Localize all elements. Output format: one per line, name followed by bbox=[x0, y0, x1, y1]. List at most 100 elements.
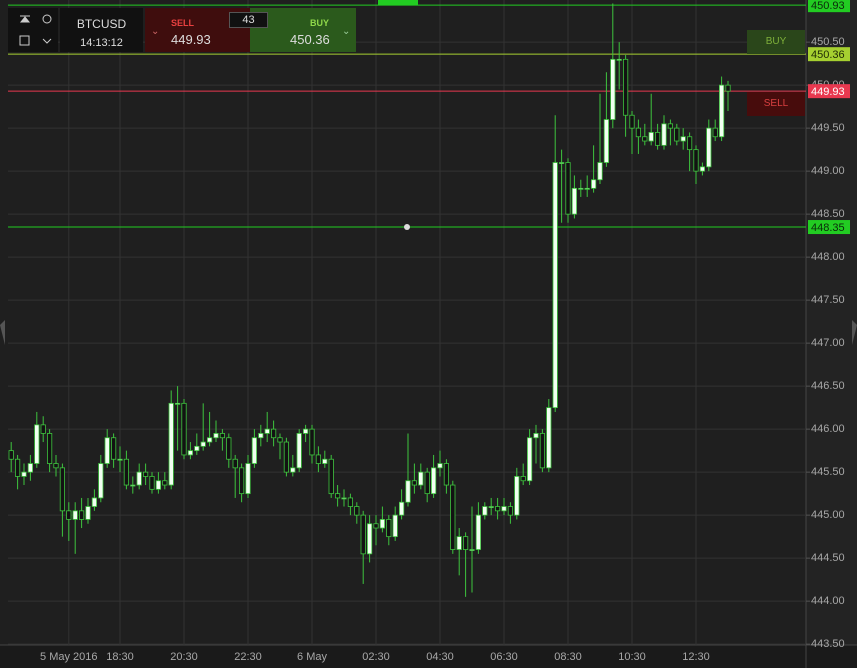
candle-body bbox=[706, 127, 712, 168]
candle-body bbox=[507, 506, 514, 516]
candle-body bbox=[603, 119, 610, 163]
candle-body bbox=[642, 136, 648, 142]
candle-body bbox=[667, 123, 674, 129]
icon-collapse[interactable] bbox=[19, 15, 31, 23]
icons bbox=[19, 14, 52, 46]
candles bbox=[8, 3, 731, 597]
candle-body bbox=[8, 450, 14, 460]
candle-body bbox=[527, 437, 533, 482]
candle-body bbox=[213, 433, 219, 439]
icon-popout[interactable] bbox=[19, 35, 30, 46]
candle-body bbox=[14, 458, 21, 477]
candle-body bbox=[264, 428, 270, 434]
x-tick-label: 22:30 bbox=[234, 651, 262, 663]
candle-body bbox=[680, 136, 686, 142]
status-bar bbox=[378, 0, 418, 5]
candle-body bbox=[270, 428, 277, 439]
candle-body bbox=[187, 450, 193, 456]
y-tick-label: 444.50 bbox=[811, 552, 845, 564]
candle-body bbox=[328, 458, 334, 495]
candle-body bbox=[181, 402, 187, 456]
candle-body bbox=[111, 437, 117, 460]
candle-body bbox=[347, 497, 354, 507]
price-line-label: 448.35 bbox=[811, 222, 845, 234]
candle-body bbox=[623, 58, 629, 116]
candle-body bbox=[232, 458, 238, 469]
candle-body bbox=[398, 501, 405, 516]
candle-body bbox=[27, 463, 34, 473]
candle-body bbox=[482, 506, 488, 516]
icon-dropdown[interactable] bbox=[42, 38, 52, 44]
candle-body bbox=[405, 480, 411, 503]
tool-icons bbox=[8, 8, 58, 52]
price-line-label: 449.93 bbox=[811, 86, 845, 98]
candle-body bbox=[98, 463, 104, 499]
scroll-left[interactable] bbox=[0, 320, 5, 345]
buy-label: BUY bbox=[310, 18, 330, 28]
candle-body bbox=[238, 467, 245, 495]
y-tick-label: 446.00 bbox=[811, 423, 845, 435]
candle-body bbox=[174, 402, 181, 405]
candle-body bbox=[47, 433, 53, 464]
candle-body bbox=[315, 454, 322, 464]
time-axis-panel bbox=[0, 645, 857, 668]
candle-body bbox=[674, 127, 680, 142]
y-tick-label: 443.50 bbox=[811, 638, 845, 650]
sell-label: SELL bbox=[171, 18, 195, 28]
icon-search[interactable] bbox=[42, 14, 52, 24]
candle-body bbox=[334, 493, 341, 499]
candle-body bbox=[66, 510, 72, 520]
candle-body bbox=[91, 497, 97, 507]
price-line-label: 450.36 bbox=[811, 49, 845, 61]
x-tick-label: 6 May bbox=[297, 651, 327, 663]
candle-body bbox=[162, 480, 168, 486]
candle-body bbox=[520, 476, 526, 482]
candle-body bbox=[629, 114, 635, 129]
sell-button[interactable]: SELL bbox=[747, 92, 805, 116]
y-tick-label: 450.50 bbox=[811, 36, 845, 48]
quantity[interactable]: 43 bbox=[229, 12, 268, 28]
x-tick-label: 20:30 bbox=[170, 651, 198, 663]
candle-body bbox=[149, 476, 155, 490]
candle-body bbox=[136, 471, 142, 486]
candle-body bbox=[142, 471, 149, 477]
candle-body bbox=[155, 480, 161, 490]
scroll-right[interactable] bbox=[852, 320, 857, 345]
candle-body bbox=[360, 514, 366, 555]
candle-body bbox=[117, 458, 123, 461]
candle-body bbox=[386, 519, 392, 538]
y-tick-label: 449.50 bbox=[811, 122, 845, 134]
candle-body bbox=[79, 510, 85, 520]
candle-body bbox=[168, 402, 174, 486]
line-handle[interactable] bbox=[404, 224, 410, 230]
sell-dropdown[interactable]: ⌄ bbox=[151, 26, 160, 37]
candle-body bbox=[206, 437, 213, 443]
candle-body bbox=[494, 506, 501, 512]
candle-body bbox=[59, 467, 66, 512]
candle-body bbox=[462, 536, 469, 550]
symbol-box[interactable]: BTCUSD 14:13:12 bbox=[60, 8, 143, 52]
x-tick-label: 5 May 2016 bbox=[40, 651, 97, 663]
x-tick-label: 06:30 bbox=[490, 651, 518, 663]
candle-body bbox=[533, 433, 539, 439]
clock: 14:13:12 bbox=[80, 37, 123, 49]
candle-body bbox=[584, 187, 590, 190]
x-tick-label: 08:30 bbox=[554, 651, 582, 663]
candle-body bbox=[610, 58, 616, 120]
candle-body bbox=[251, 437, 257, 464]
candle-body bbox=[719, 84, 725, 138]
candle-body bbox=[354, 506, 360, 516]
buy-dropdown[interactable]: ⌄ bbox=[342, 26, 351, 37]
candle-body bbox=[322, 458, 328, 464]
y-tick-label: 448.00 bbox=[811, 251, 845, 263]
candle-body bbox=[424, 471, 430, 495]
candle-body bbox=[21, 471, 27, 477]
candle-body bbox=[392, 514, 398, 538]
candle-body bbox=[258, 433, 264, 439]
candle-body bbox=[546, 407, 552, 469]
candle-body bbox=[578, 187, 584, 190]
buy-button[interactable]: BUY bbox=[747, 30, 805, 54]
candle-body bbox=[302, 428, 309, 434]
